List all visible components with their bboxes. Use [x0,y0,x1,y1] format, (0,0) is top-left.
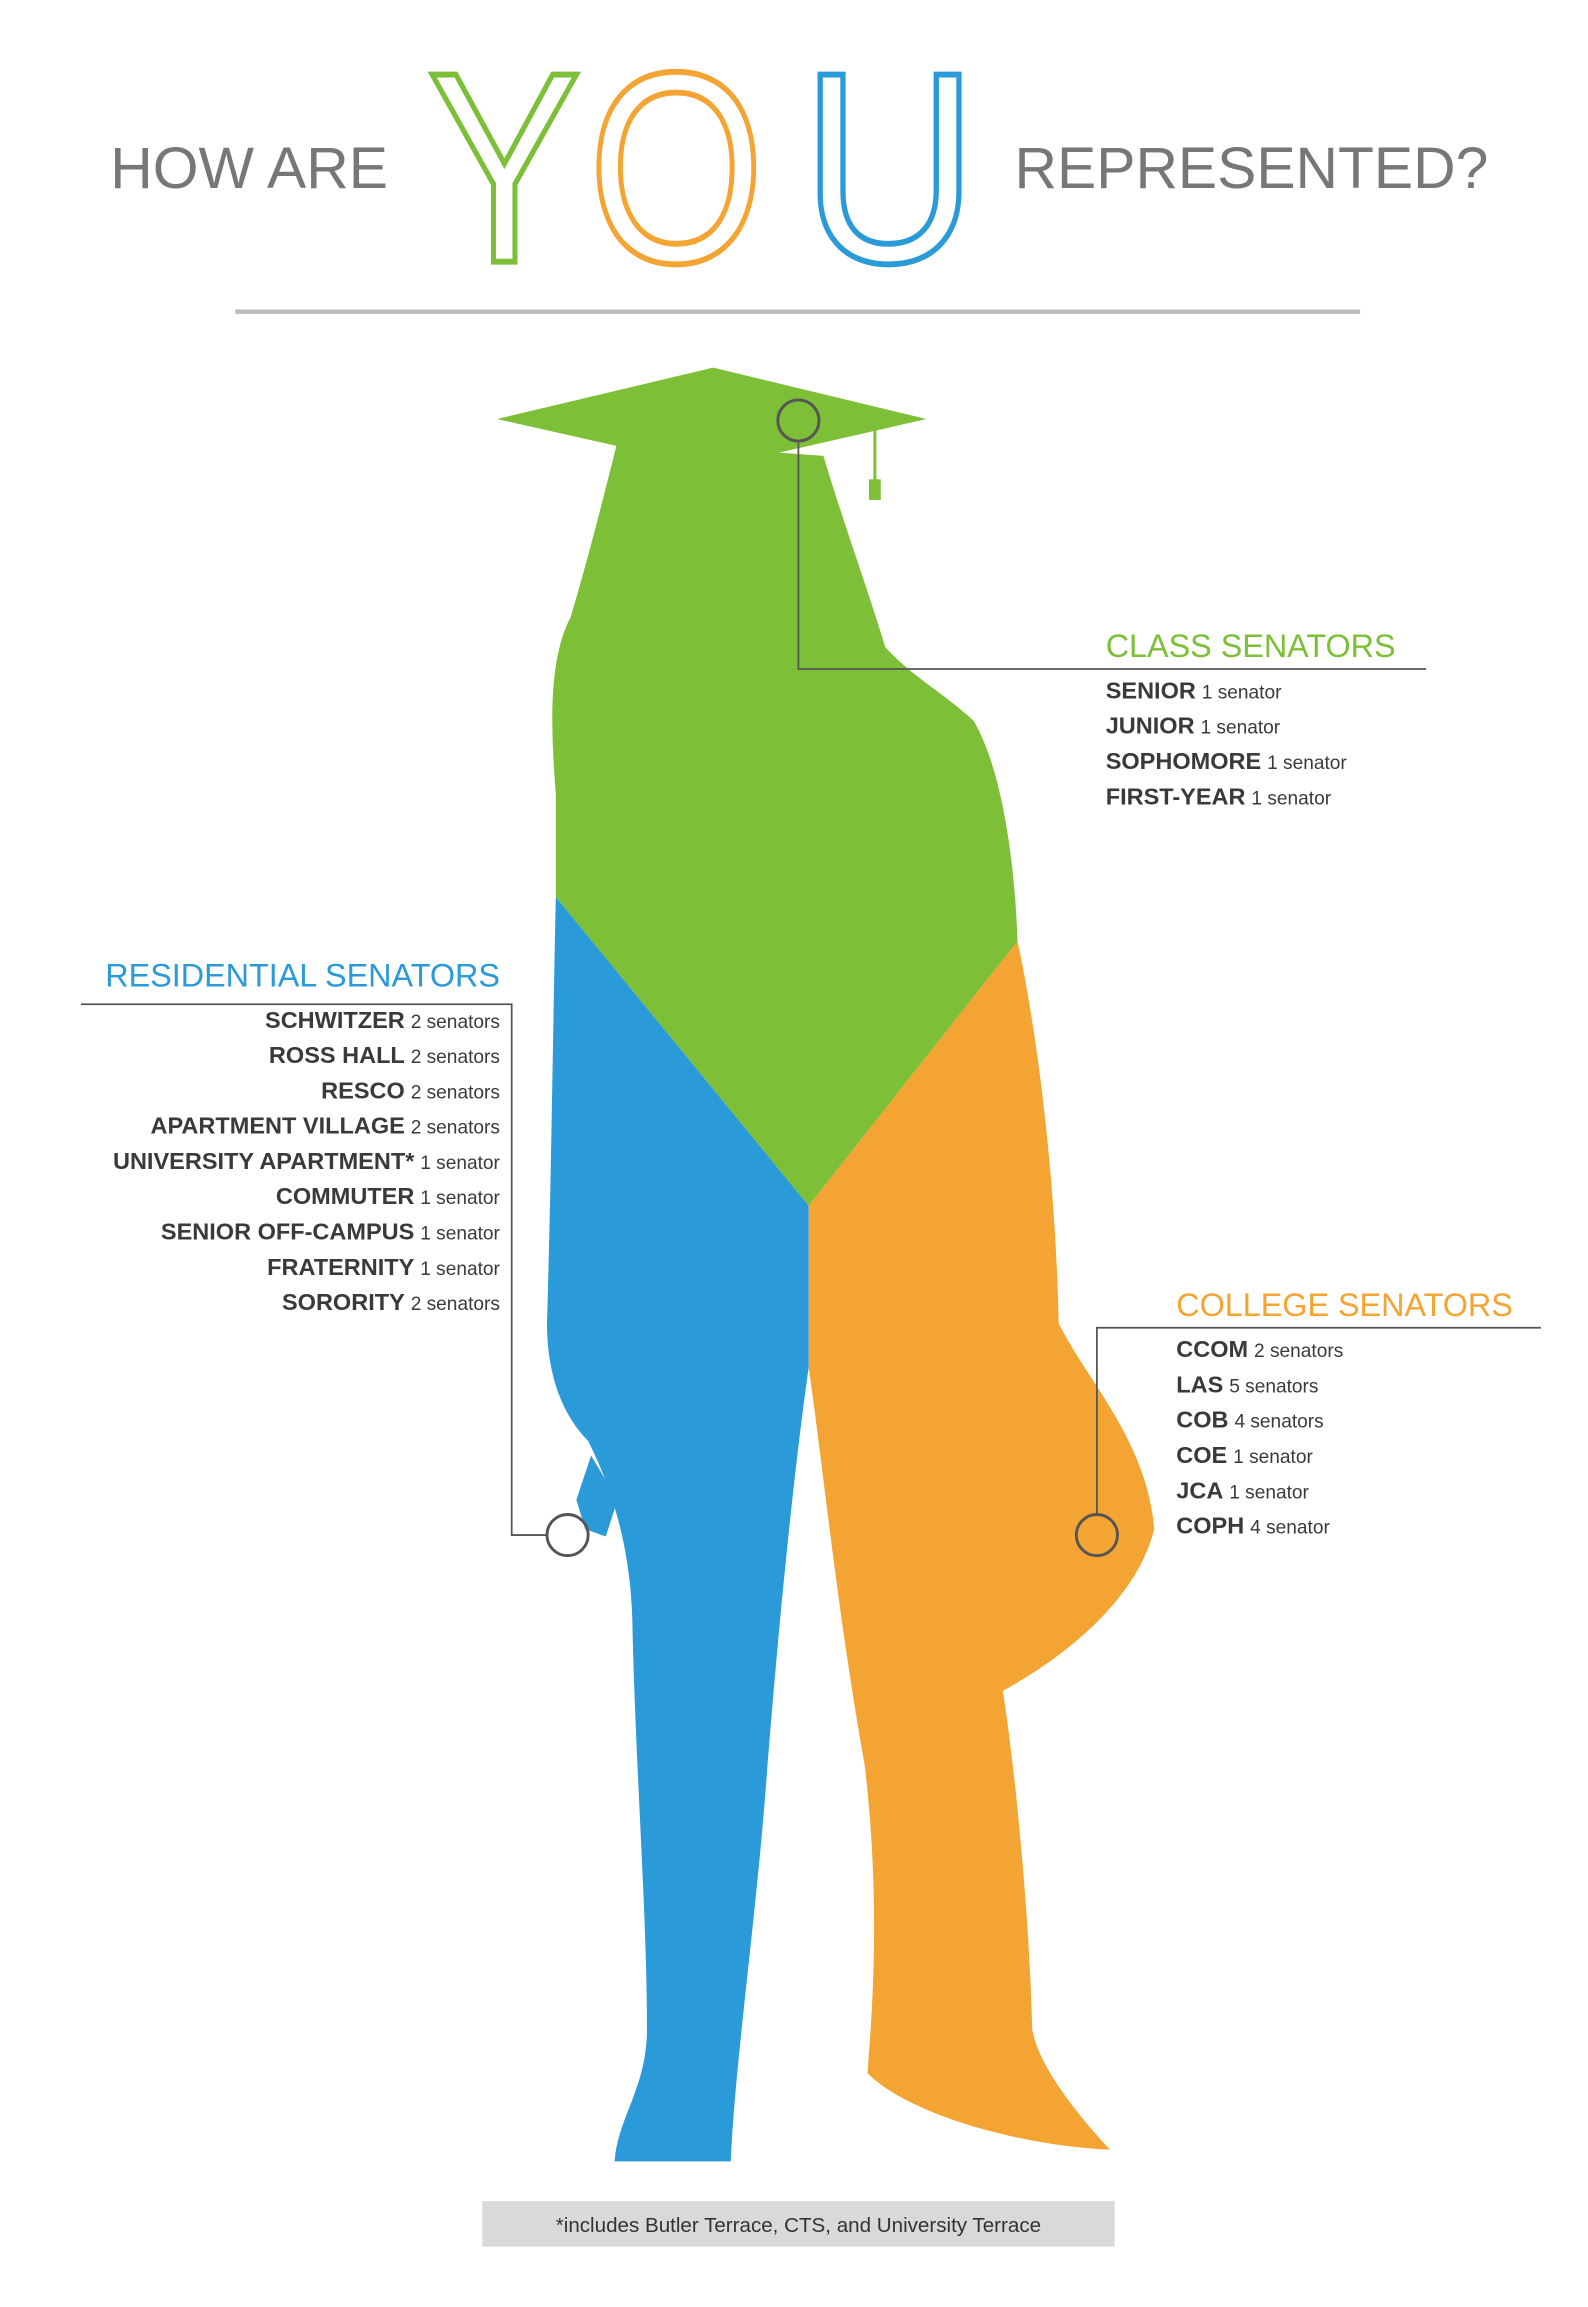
senator-count: 4 senator [1250,1518,1330,1539]
connectors [80,398,1541,1558]
senator-row: SOPHOMORE 1 senator [1106,748,1348,774]
senator-row: UNIVERSITY APARTMENT* 1 senator [113,1148,501,1174]
senator-group: UNIVERSITY APARTMENT* [113,1148,415,1174]
senator-count: 2 senators [1254,1341,1343,1362]
senator-group: ROSS HALL [269,1042,405,1068]
senator-group: SENIOR [1106,677,1196,703]
senator-group: LAS [1176,1371,1223,1397]
senator-count: 1 senator [1202,682,1282,703]
senator-group: CCOM [1176,1336,1248,1362]
title-letter: O [588,16,764,320]
senator-row: SCHWITZER 2 senators [265,1007,500,1033]
senator-group: FRATERNITY [267,1254,414,1280]
senator-row: JUNIOR 1 senator [1106,713,1281,739]
senator-row: ROSS HALL 2 senators [269,1042,500,1068]
senator-count: 2 senators [411,1047,500,1068]
senator-row: JCA 1 senator [1176,1477,1309,1503]
senator-row: SENIOR OFF-CAMPUS 1 senator [161,1219,501,1245]
senator-row: SORORITY 2 senators [282,1289,500,1315]
section-heading: COLLEGE SENATORS [1176,1287,1513,1323]
senator-group: SORORITY [282,1289,405,1315]
senator-count: 1 senator [420,1153,500,1174]
senator-row: COPH 4 senator [1176,1513,1330,1539]
senator-count: 1 senator [420,1259,500,1280]
section-heading: RESIDENTIAL SENATORS [105,958,500,994]
senator-row: COMMUTER 1 senator [276,1183,501,1209]
senator-row: CCOM 2 senators [1176,1336,1343,1362]
senator-group: JUNIOR [1106,713,1195,739]
senator-group: SENIOR OFF-CAMPUS [161,1219,414,1245]
senator-group: SCHWITZER [265,1007,405,1033]
senator-row: SENIOR 1 senator [1106,677,1282,703]
senator-group: JCA [1176,1477,1223,1503]
senator-count: 2 senators [411,1294,500,1315]
title-right: REPRESENTED? [1015,136,1489,201]
title-left: HOW ARE [110,136,388,201]
senator-row: FIRST-YEAR 1 senator [1106,783,1332,809]
title-letter: U [801,16,977,320]
senator-count: 1 senator [1233,1447,1313,1468]
senator-row: FRATERNITY 1 senator [267,1254,500,1280]
senator-count: 1 senator [1267,753,1347,774]
senator-count: 5 senators [1229,1376,1318,1397]
silhouette [496,367,1155,2162]
senator-count: 1 senator [1251,788,1331,809]
senator-group: APARTMENT VILLAGE [150,1113,404,1139]
senator-count: 1 senator [420,1188,500,1209]
senator-group: COB [1176,1407,1228,1433]
footnote: *includes Butler Terrace, CTS, and Unive… [556,2214,1041,2237]
footnote-box [482,2201,1115,2247]
senator-row: COE 1 senator [1176,1442,1313,1468]
senator-count: 1 senator [420,1224,500,1245]
senator-group: COE [1176,1442,1227,1468]
senator-row: APARTMENT VILLAGE 2 senators [150,1113,499,1139]
senator-count: 1 senator [1229,1482,1309,1503]
senator-count: 4 senators [1234,1412,1323,1433]
senator-group: FIRST-YEAR [1106,783,1246,809]
senator-row: LAS 5 senators [1176,1371,1318,1397]
senator-group: COPH [1176,1513,1244,1539]
senator-group: COMMUTER [276,1183,414,1209]
senator-count: 1 senator [1200,718,1280,739]
senator-row: COB 4 senators [1176,1407,1323,1433]
senator-row: RESCO 2 senators [321,1077,500,1103]
senator-count: 2 senators [411,1118,500,1139]
senator-group: RESCO [321,1077,405,1103]
senator-count: 2 senators [411,1012,500,1033]
senator-group: SOPHOMORE [1106,748,1261,774]
section-heading: CLASS SENATORS [1106,628,1396,664]
senator-count: 2 senators [411,1082,500,1103]
title-letter: Y [427,16,581,320]
